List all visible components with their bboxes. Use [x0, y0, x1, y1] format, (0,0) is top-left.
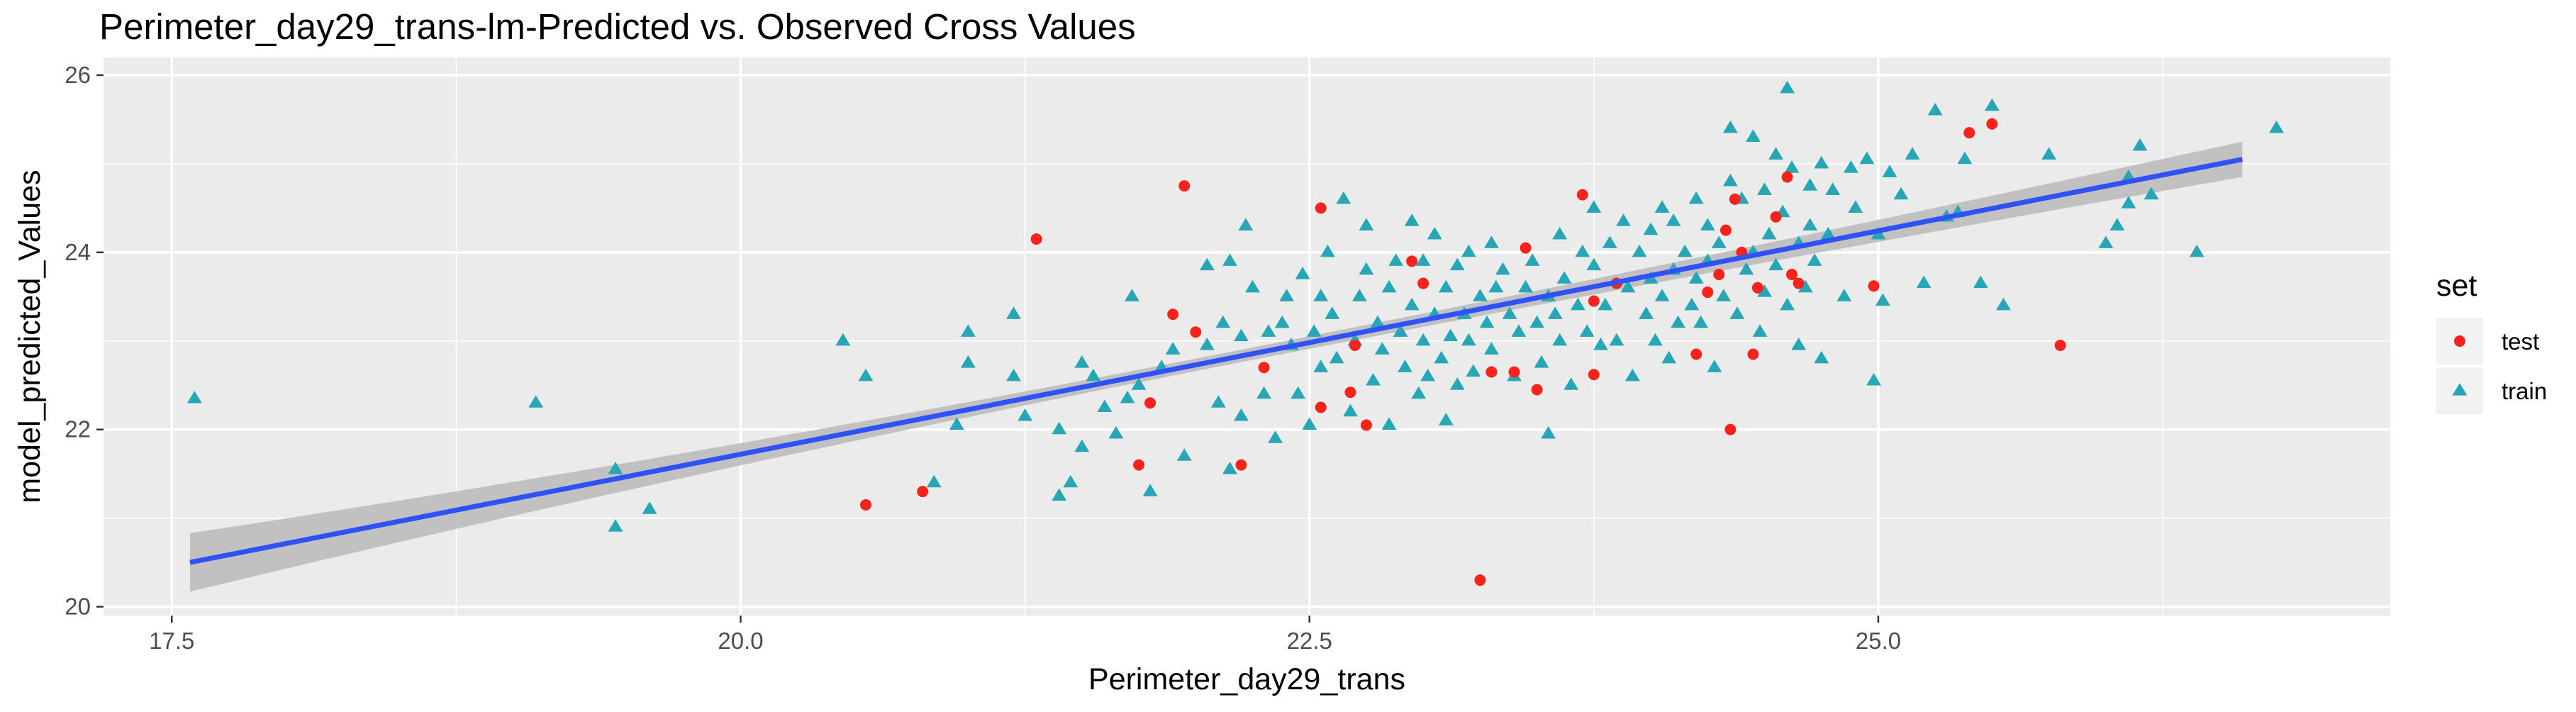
test-point: [1417, 278, 1429, 289]
test-point: [1963, 127, 1975, 138]
x-tick-label: 22.5: [1287, 628, 1332, 654]
test-point: [1144, 397, 1156, 408]
test-point: [1986, 118, 1997, 130]
x-tick-label: 25.0: [1856, 628, 1901, 654]
test-point: [1133, 460, 1144, 471]
test-point: [860, 499, 871, 511]
test-point: [2055, 340, 2066, 351]
test-point: [1577, 189, 1588, 201]
test-point: [1690, 348, 1702, 360]
legend-label: test: [2502, 328, 2539, 355]
y-axis-title: model_predicted_Values: [13, 169, 47, 503]
x-axis-title: Perimeter_day29_trans: [1088, 662, 1405, 696]
test-point: [1771, 211, 1782, 223]
test-point: [1793, 278, 1805, 289]
x-tick-label: 20.0: [718, 628, 763, 654]
plot-panel: [104, 57, 2390, 616]
test-point: [1190, 326, 1201, 338]
test-point: [1713, 269, 1724, 280]
y-tick-label: 26: [65, 62, 91, 88]
y-tick-label: 24: [65, 239, 91, 265]
test-point: [1485, 366, 1497, 377]
test-point: [1361, 419, 1372, 430]
legend: set test train: [2436, 269, 2547, 414]
test-point: [1729, 194, 1741, 205]
test-point: [1868, 280, 1880, 291]
y-tick-label: 22: [65, 416, 91, 443]
test-point: [1702, 287, 1713, 298]
test-point: [1235, 460, 1247, 471]
test-point: [1315, 202, 1327, 213]
test-point: [1747, 348, 1758, 360]
test-point: [1345, 386, 1356, 398]
test-point: [1588, 369, 1600, 380]
legend-title: set: [2436, 269, 2477, 303]
test-point: [1720, 225, 1732, 236]
test-point: [1167, 308, 1178, 320]
test-point: [1349, 340, 1361, 351]
test-point: [1178, 180, 1190, 191]
test-point: [1406, 255, 1417, 267]
y-tick-label: 20: [65, 594, 91, 620]
test-point: [1315, 401, 1327, 413]
test-point: [1031, 233, 1042, 245]
test-point: [1588, 296, 1600, 307]
test-point: [1724, 424, 1736, 435]
test-point: [1520, 243, 1532, 254]
legend-label: train: [2502, 378, 2547, 404]
test-point: [1259, 362, 1270, 373]
test-point: [1752, 282, 1763, 294]
test-point: [1782, 172, 1793, 183]
test-point: [1474, 574, 1485, 586]
legend-test-marker: [2454, 335, 2465, 347]
test-point: [917, 486, 928, 497]
test-point: [1532, 384, 1543, 395]
test-point: [1509, 366, 1520, 377]
x-tick-label: 17.5: [149, 628, 194, 654]
